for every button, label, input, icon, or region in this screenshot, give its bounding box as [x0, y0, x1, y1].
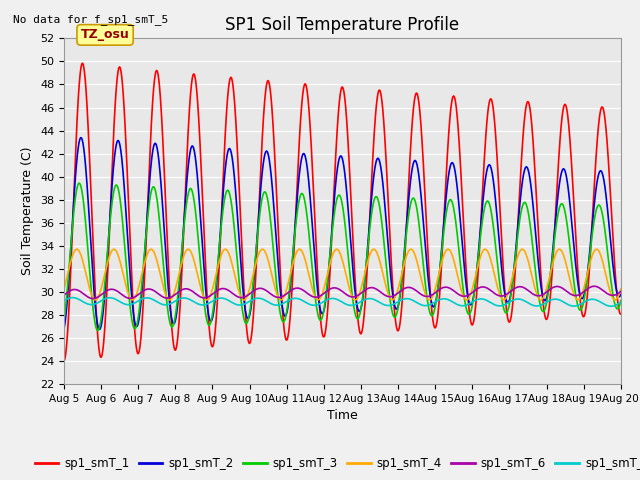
Text: No data for f_sp1_smT_5: No data for f_sp1_smT_5 [13, 14, 168, 25]
Title: SP1 Soil Temperature Profile: SP1 Soil Temperature Profile [225, 16, 460, 34]
Legend: sp1_smT_1, sp1_smT_2, sp1_smT_3, sp1_smT_4, sp1_smT_6, sp1_smT_7: sp1_smT_1, sp1_smT_2, sp1_smT_3, sp1_smT… [30, 453, 640, 475]
Text: TZ_osu: TZ_osu [81, 28, 129, 41]
Y-axis label: Soil Temperature (C): Soil Temperature (C) [22, 147, 35, 276]
X-axis label: Time: Time [327, 409, 358, 422]
